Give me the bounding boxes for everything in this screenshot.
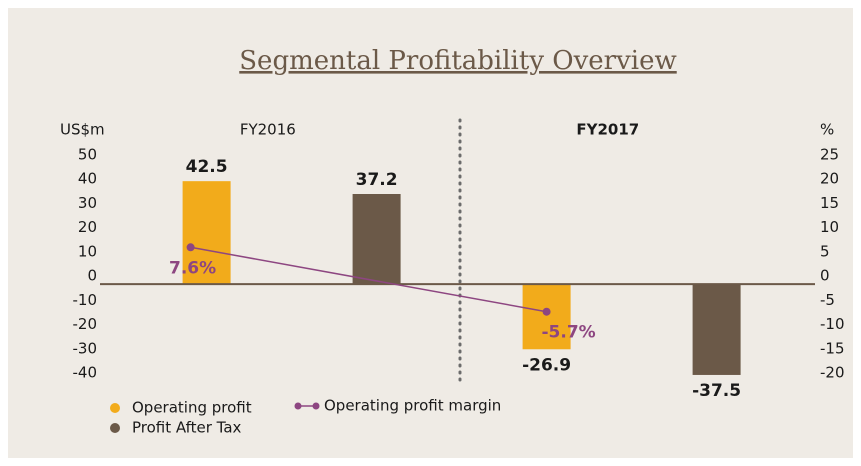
y2-tick-label: 10	[820, 218, 839, 236]
bar-value-label: 37.2	[356, 170, 398, 190]
y2-tick-label: 0	[820, 267, 830, 285]
y2-tick-label: -5	[820, 291, 835, 309]
y2-tick-label: 5	[820, 242, 830, 260]
y-tick-label: 50	[78, 146, 97, 164]
y2-tick-label: 20	[820, 170, 839, 188]
y2-tick-label: 15	[820, 194, 839, 212]
bar	[182, 181, 231, 285]
y2-tick-label: -15	[820, 339, 845, 357]
legend-label: Operating profit	[132, 399, 252, 417]
category-label: FY2017	[576, 121, 639, 139]
y2-tick-label: -20	[820, 364, 845, 382]
legend-dot	[312, 402, 320, 410]
y-tick-label: 30	[78, 194, 97, 212]
bar-value-label: -26.9	[522, 355, 571, 375]
y-tick-label: -10	[73, 291, 98, 309]
line-point	[542, 307, 551, 316]
y-tick-label: -30	[73, 339, 98, 357]
legend-swatch	[110, 423, 120, 433]
y-tick-label: 40	[78, 170, 97, 188]
y-tick-label: -40	[73, 364, 98, 382]
line	[190, 246, 547, 313]
chart-title: Segmental Profitability Overview	[239, 46, 676, 76]
bar	[352, 194, 401, 285]
bar	[522, 284, 571, 350]
bar-value-label: 42.5	[186, 157, 228, 177]
legend-label: Profit After Tax	[132, 419, 242, 437]
category-label: FY2016	[240, 121, 296, 139]
bar-value-label: -37.5	[692, 381, 741, 401]
y2-axis-label: %	[820, 121, 834, 139]
legend-swatch	[110, 403, 120, 413]
y-tick-label: -20	[73, 315, 98, 333]
y-axis-label: US$m	[60, 121, 105, 139]
legend-label: Operating profit margin	[324, 397, 501, 415]
line-point	[186, 243, 195, 252]
y-tick-label: 0	[87, 267, 97, 285]
y-tick-label: 10	[78, 242, 97, 260]
bar	[692, 284, 741, 375]
panel	[8, 8, 853, 458]
line-value-label: -5.7%	[541, 323, 595, 343]
y2-tick-label: 25	[820, 146, 839, 164]
y-tick-label: 20	[78, 218, 97, 236]
legend-dot	[294, 402, 302, 410]
y2-tick-label: -10	[820, 315, 845, 333]
line-value-label: 7.6%	[169, 258, 216, 278]
